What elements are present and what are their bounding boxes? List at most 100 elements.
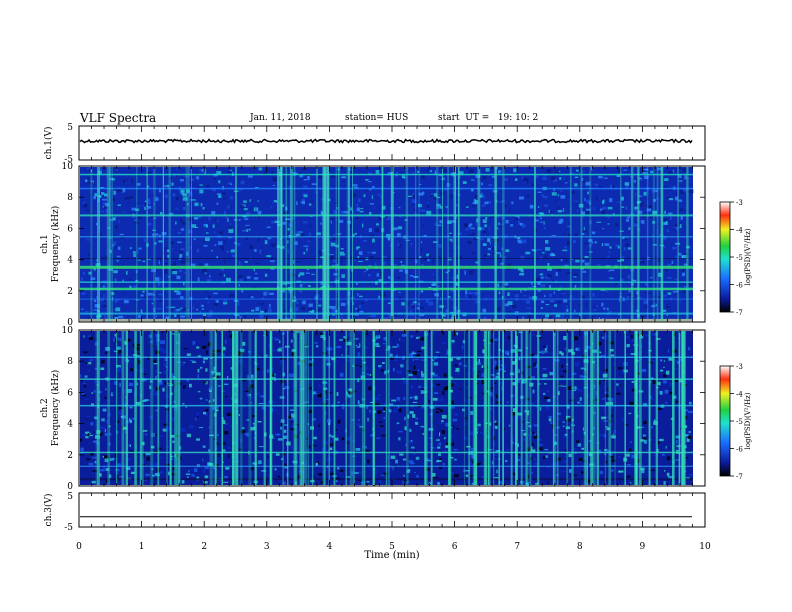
spectrogram-cell bbox=[499, 226, 503, 228]
spectrogram-cell bbox=[500, 223, 504, 225]
spectrogram-cell bbox=[490, 408, 492, 411]
spectrogram-cell bbox=[272, 409, 278, 411]
spectrogram-streak bbox=[263, 331, 266, 485]
spectrogram-cell bbox=[216, 372, 221, 376]
spectrogram-cell bbox=[649, 396, 653, 400]
spectrogram-cell bbox=[279, 362, 282, 364]
spectrogram-cell bbox=[341, 354, 343, 356]
spectrogram-cell bbox=[211, 353, 216, 357]
spectrogram-streak bbox=[454, 167, 456, 321]
spectrogram-cell bbox=[371, 373, 375, 378]
spectrogram-cell bbox=[279, 396, 285, 399]
spectrogram-cell bbox=[516, 236, 521, 239]
spectrogram-cell bbox=[413, 301, 417, 304]
spectrogram-streak bbox=[221, 331, 223, 485]
spectrogram-cell bbox=[153, 203, 155, 206]
spectrogram-cell bbox=[551, 192, 557, 196]
spectrogram-cell bbox=[159, 257, 162, 262]
spectrogram-streak bbox=[458, 167, 460, 321]
spectrogram-cell bbox=[381, 293, 386, 298]
spectrogram-cell bbox=[355, 217, 359, 220]
spectrogram-cell bbox=[552, 254, 556, 256]
spectrogram-cell bbox=[367, 365, 369, 369]
spectrogram-cell bbox=[421, 241, 423, 244]
spectrogram-cell bbox=[492, 252, 496, 255]
spectrogram-cell bbox=[660, 391, 663, 395]
spectrogram-cell bbox=[240, 180, 245, 185]
spectrogram-cell bbox=[530, 432, 533, 434]
spectrogram-cell bbox=[376, 335, 379, 338]
spectrogram-cell bbox=[625, 243, 629, 247]
spectrogram-cell bbox=[85, 179, 88, 182]
spectrogram-streak bbox=[248, 331, 250, 485]
spectrogram-cell bbox=[632, 286, 636, 288]
spectrogram-cell bbox=[464, 417, 468, 419]
spectrogram-cell bbox=[505, 449, 509, 451]
spectrogram-cell bbox=[116, 365, 121, 368]
spectrogram-cell bbox=[557, 384, 561, 386]
spectrogram-cell bbox=[626, 464, 631, 466]
spectrogram-cell bbox=[96, 258, 98, 262]
spectrogram-cell bbox=[112, 217, 116, 221]
spectrogram-cell bbox=[447, 184, 452, 186]
spectrogram-cell bbox=[417, 369, 420, 372]
spectrogram-cell bbox=[643, 300, 648, 305]
spectrogram-streak bbox=[510, 331, 513, 485]
ch1-waveform-panel: 5 -5 ch.1(V) bbox=[43, 123, 706, 165]
spectrogram-cell bbox=[353, 390, 357, 393]
spectrogram-cell bbox=[668, 357, 673, 361]
spectrogram-cell bbox=[202, 458, 204, 462]
spectrogram-cell bbox=[261, 303, 264, 305]
spectrogram-cell bbox=[280, 357, 285, 360]
spectrogram-cell bbox=[135, 279, 138, 283]
spectrogram-cell bbox=[432, 299, 437, 301]
spectrogram-cell bbox=[245, 224, 250, 226]
spectrogram-cell bbox=[557, 412, 561, 415]
spectrogram-cell bbox=[607, 255, 610, 258]
spectrogram-cell bbox=[654, 211, 657, 214]
spectrogram-cell bbox=[109, 432, 112, 436]
spectrogram-cell bbox=[355, 308, 358, 310]
spectrogram-cell bbox=[471, 460, 474, 464]
spectrogram-cell bbox=[368, 386, 372, 391]
spectrogram-cell bbox=[211, 211, 216, 215]
spectrogram-cell bbox=[119, 188, 123, 192]
spectrogram-cell bbox=[564, 182, 568, 184]
spectrogram-cell bbox=[359, 310, 364, 313]
spectrogram-cell bbox=[196, 346, 200, 349]
spectrogram-cell bbox=[183, 362, 186, 364]
spectrogram-cell bbox=[681, 255, 687, 259]
spectrogram-cell bbox=[121, 188, 125, 193]
spectrogram-cell bbox=[311, 273, 315, 275]
spectrogram-cell bbox=[539, 217, 542, 219]
spectrogram-cell bbox=[207, 314, 212, 318]
spectrogram-cell bbox=[218, 194, 222, 198]
spectrogram-cell bbox=[513, 472, 517, 476]
spectrogram-cell bbox=[651, 234, 654, 238]
spectrogram-cell bbox=[208, 400, 211, 404]
spectrogram-cell bbox=[400, 260, 402, 264]
spectrogram-cell bbox=[640, 261, 645, 264]
spectrogram-cell bbox=[203, 412, 207, 415]
spectrogram-cell bbox=[378, 279, 382, 282]
spectrogram-cell bbox=[663, 374, 667, 378]
spectrogram-streak bbox=[150, 331, 154, 485]
spectrogram-cell bbox=[676, 445, 681, 448]
spectrogram-cell bbox=[403, 177, 407, 179]
spectrogram-cell bbox=[497, 222, 500, 225]
spectrogram-cell bbox=[118, 411, 122, 415]
spectrogram-cell bbox=[272, 262, 274, 266]
spectrogram-cell bbox=[516, 416, 521, 419]
spectrogram-cell bbox=[212, 224, 215, 228]
spectrogram-cell bbox=[302, 193, 308, 195]
spectrogram-streak bbox=[569, 167, 572, 321]
spectrogram-cell bbox=[131, 207, 136, 211]
spectrogram-cell bbox=[306, 240, 311, 242]
spectrogram-cell bbox=[350, 439, 355, 442]
spectrogram-cell bbox=[418, 192, 423, 196]
spectrogram-cell bbox=[558, 221, 563, 224]
spectrogram-cell bbox=[592, 399, 595, 404]
spectrogram-cell bbox=[165, 306, 171, 309]
spectrogram-cell bbox=[206, 232, 209, 234]
spectrogram-cell bbox=[246, 312, 249, 313]
